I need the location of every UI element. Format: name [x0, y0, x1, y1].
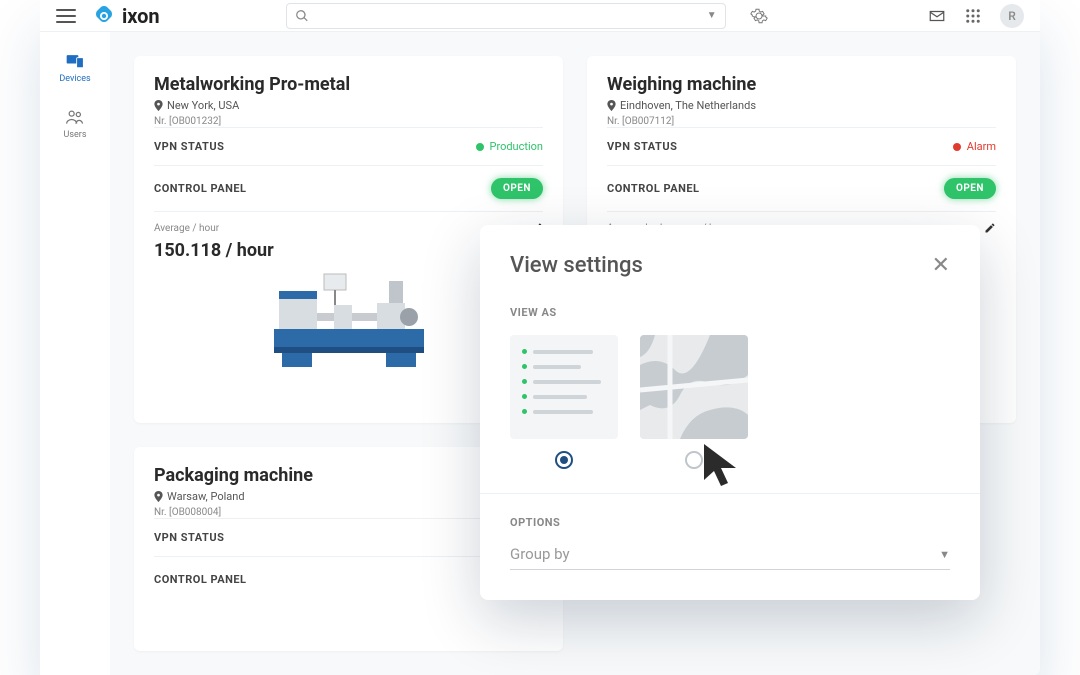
- card-title: Weighing machine: [607, 74, 996, 95]
- control-label: CONTROL PANEL: [154, 573, 247, 586]
- open-button[interactable]: OPEN: [944, 178, 996, 199]
- sidebar-item-devices[interactable]: Devices: [59, 52, 90, 84]
- vpn-status: Production: [476, 140, 543, 153]
- sidebar-item-label: Users: [64, 130, 87, 140]
- map-thumb-icon: [640, 335, 748, 439]
- open-button[interactable]: OPEN: [491, 178, 543, 199]
- card-nr: Nr. [OB007112]: [607, 116, 996, 127]
- pin-icon: [154, 100, 163, 111]
- modal-title: View settings: [510, 253, 643, 278]
- groupby-select[interactable]: Group by ▼: [510, 545, 950, 570]
- apps-icon[interactable]: [964, 7, 982, 25]
- pin-icon: [154, 491, 163, 502]
- card-location: New York, USA: [154, 99, 543, 112]
- card-location: Eindhoven, The Netherlands: [607, 99, 996, 112]
- menu-icon[interactable]: [56, 9, 76, 23]
- control-label: CONTROL PANEL: [607, 182, 700, 195]
- close-icon[interactable]: ✕: [932, 253, 950, 278]
- vpn-label: VPN STATUS: [607, 140, 677, 153]
- vpn-status-text: Alarm: [967, 140, 996, 153]
- users-icon: [65, 108, 85, 126]
- status-dot-icon: [953, 143, 961, 151]
- view-settings-modal: View settings ✕ VIEW AS: [480, 225, 980, 600]
- card-location-text: New York, USA: [167, 99, 239, 112]
- search-caret-icon[interactable]: ▼: [707, 10, 717, 21]
- vpn-label: VPN STATUS: [154, 140, 224, 153]
- vpn-status-text: Production: [490, 140, 543, 153]
- vpn-status: Alarm: [953, 140, 996, 153]
- view-option-list[interactable]: [510, 335, 618, 469]
- sidebar: Devices Users: [40, 32, 110, 675]
- logo-mark-icon: [92, 4, 116, 28]
- options-label: OPTIONS: [510, 516, 950, 529]
- search-icon: [295, 9, 309, 23]
- modal-header: View settings ✕: [510, 253, 950, 278]
- edit-icon[interactable]: [984, 222, 996, 234]
- status-dot-icon: [476, 143, 484, 151]
- radio-list[interactable]: [555, 451, 573, 469]
- vpn-row: VPN STATUS Production: [154, 127, 543, 165]
- card-title: Metalworking Pro-metal: [154, 74, 543, 95]
- avatar[interactable]: R: [1000, 4, 1024, 28]
- search-box[interactable]: ▼: [286, 3, 726, 29]
- topbar: ixon ▼ R: [40, 0, 1040, 32]
- machine-image: [264, 269, 434, 373]
- sidebar-item-users[interactable]: Users: [64, 108, 87, 140]
- vpn-label: VPN STATUS: [154, 531, 224, 544]
- chevron-down-icon: ▼: [939, 548, 950, 561]
- search-input[interactable]: [317, 9, 699, 23]
- pin-icon: [607, 100, 616, 111]
- card-location-text: Warsaw, Poland: [167, 490, 245, 503]
- vpn-row: VPN STATUS Alarm: [607, 127, 996, 165]
- view-options: [510, 335, 950, 469]
- devices-icon: [65, 52, 85, 70]
- metric-label: Average / hour: [154, 223, 219, 234]
- divider: [480, 493, 980, 494]
- view-option-map[interactable]: [640, 335, 748, 469]
- control-label: CONTROL PANEL: [154, 182, 247, 195]
- card-nr: Nr. [OB001232]: [154, 116, 543, 127]
- brand-name: ixon: [122, 4, 160, 28]
- control-row: CONTROL PANEL OPEN: [154, 165, 543, 211]
- sidebar-item-label: Devices: [59, 74, 90, 84]
- settings-icon[interactable]: [750, 7, 768, 25]
- mail-icon[interactable]: [928, 7, 946, 25]
- control-row: CONTROL PANEL OPEN: [607, 165, 996, 211]
- groupby-label: Group by: [510, 545, 570, 563]
- list-thumb-icon: [510, 335, 618, 439]
- brand-logo[interactable]: ixon: [92, 4, 160, 28]
- card-location-text: Eindhoven, The Netherlands: [620, 99, 756, 112]
- topbar-right: R: [928, 4, 1024, 28]
- view-as-label: VIEW AS: [510, 306, 950, 319]
- radio-map[interactable]: [685, 451, 703, 469]
